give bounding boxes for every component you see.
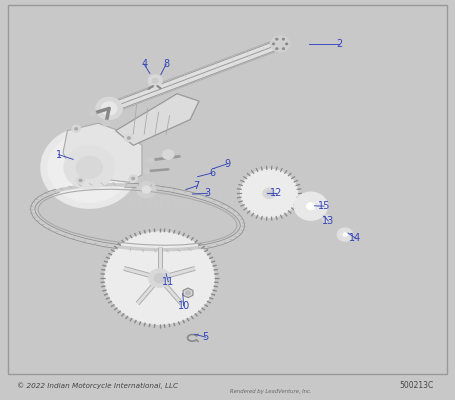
Text: 13: 13 [322,216,334,226]
Circle shape [272,43,275,45]
Circle shape [41,127,137,208]
Text: 5: 5 [202,332,209,342]
Circle shape [76,177,85,184]
Text: 4: 4 [141,59,147,69]
Text: 14: 14 [349,232,361,242]
Circle shape [282,38,285,40]
Text: 3: 3 [205,188,211,198]
Circle shape [148,269,171,287]
Circle shape [136,182,156,198]
Circle shape [105,232,214,324]
Text: 12: 12 [269,188,282,198]
Circle shape [102,120,110,126]
Text: 15: 15 [318,201,330,211]
Text: Rendered by LeadVenture, Inc.: Rendered by LeadVenture, Inc. [230,389,311,394]
Circle shape [185,291,191,295]
Circle shape [307,202,315,210]
Circle shape [75,127,78,130]
Polygon shape [63,123,142,182]
Circle shape [129,175,137,182]
Circle shape [64,146,115,189]
Circle shape [294,192,328,220]
Circle shape [101,102,117,115]
Circle shape [143,168,149,174]
Circle shape [72,125,81,132]
Circle shape [263,188,275,198]
Circle shape [142,186,151,193]
Text: 1: 1 [56,150,62,160]
Circle shape [148,75,162,87]
Circle shape [337,228,353,241]
Circle shape [96,97,122,120]
Circle shape [276,38,278,40]
Circle shape [241,169,298,217]
Circle shape [266,191,272,196]
Text: © 2022 Indian Motorcycle International, LLC: © 2022 Indian Motorcycle International, … [17,382,178,389]
Text: 7: 7 [194,181,200,191]
Polygon shape [183,288,193,298]
Circle shape [127,136,131,140]
Circle shape [276,48,278,50]
Text: 9: 9 [224,159,231,169]
Circle shape [285,43,288,45]
Circle shape [89,110,96,116]
Circle shape [343,233,347,236]
Circle shape [79,179,82,182]
Text: LEADVENTURE: LEADVENTURE [128,197,253,212]
Circle shape [270,36,290,52]
Circle shape [322,215,331,222]
Circle shape [162,150,174,159]
Circle shape [76,156,102,178]
Text: 500213C: 500213C [399,381,434,390]
Circle shape [131,177,135,180]
Text: 2: 2 [336,39,343,49]
Circle shape [154,274,165,283]
Text: 10: 10 [177,301,190,311]
Circle shape [147,157,154,163]
Circle shape [152,78,158,83]
Circle shape [48,132,131,202]
Circle shape [282,48,285,50]
Polygon shape [106,39,283,114]
Text: 6: 6 [209,168,215,178]
Text: 8: 8 [163,59,169,69]
Polygon shape [116,94,199,145]
Text: 11: 11 [162,277,174,287]
Circle shape [124,134,133,142]
